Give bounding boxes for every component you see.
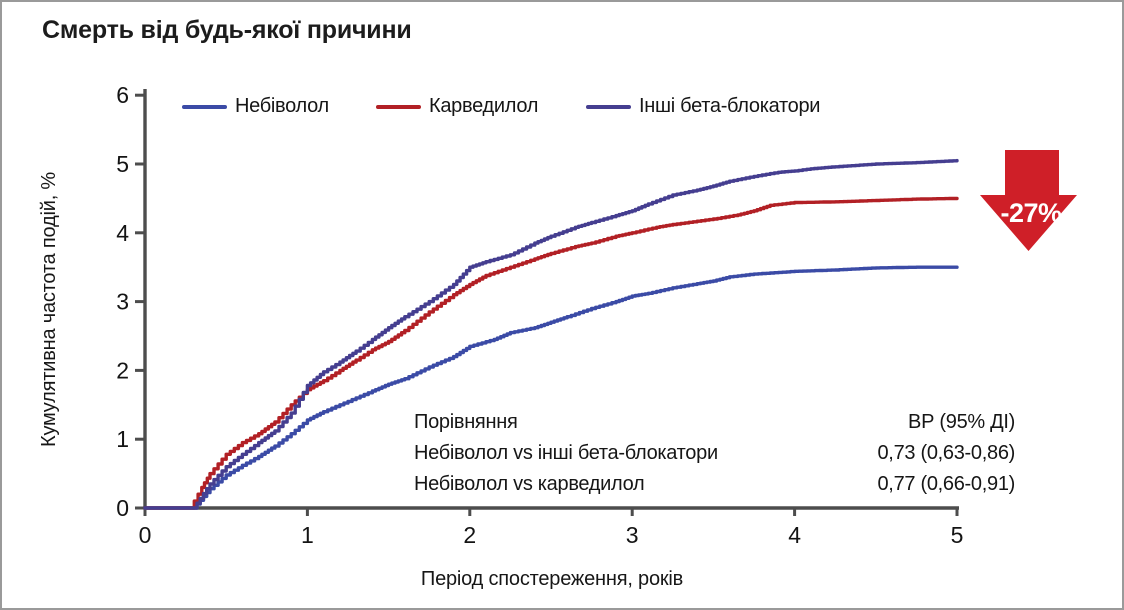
comparison-label: Небіволол vs карведилол bbox=[414, 473, 645, 495]
y-tick-label: 3 bbox=[116, 289, 129, 315]
x-tick-label: 3 bbox=[626, 522, 639, 548]
x-tick-label: 2 bbox=[463, 522, 476, 548]
x-tick-label: 4 bbox=[788, 522, 801, 548]
y-tick-label: 5 bbox=[116, 151, 129, 177]
carvedilol-line-swatch-icon bbox=[376, 104, 421, 109]
hr-ci-header: ВР (95% ДІ) bbox=[908, 411, 1015, 433]
hazard-ratio-row-carvedilol: Небіволол vs карведилол 0,77 (0,66-0,91) bbox=[414, 469, 1015, 500]
decrease-arrow-label: -27% bbox=[1000, 198, 1062, 228]
y-axis-title: Кумулятивна частота подій, % bbox=[38, 171, 60, 447]
hr-value: 0,77 (0,66-0,91) bbox=[877, 473, 1015, 495]
y-tick-label: 4 bbox=[116, 220, 129, 246]
nebivolol-line-swatch-icon bbox=[182, 104, 227, 109]
x-tick-label: 5 bbox=[951, 522, 964, 548]
curve-nebivolol bbox=[143, 265, 959, 510]
legend-item-other-beta-blockers: Інші бета-блокатори bbox=[586, 95, 820, 118]
y-tick-label: 6 bbox=[116, 82, 129, 108]
legend-label-nebivolol: Небіволол bbox=[235, 95, 329, 117]
legend-label-carvedilol: Карведилол bbox=[429, 95, 539, 117]
y-tick-label: 2 bbox=[116, 357, 129, 383]
hr-value: 0,73 (0,63-0,86) bbox=[877, 442, 1015, 464]
axes: 0 1 2 3 4 5 6 0 1 2 3 4 5 bbox=[116, 82, 963, 548]
y-tick-label: 0 bbox=[116, 495, 129, 521]
legend-item-carvedilol: Карведилол bbox=[376, 95, 538, 118]
comparison-header: Порівняння bbox=[414, 411, 518, 433]
other-beta-blockers-line-swatch-icon bbox=[586, 104, 631, 109]
legend-label-other-beta-blockers: Інші бета-блокатори bbox=[639, 95, 821, 117]
comparison-label: Небіволол vs інші бета-блокатори bbox=[414, 442, 718, 464]
chart-title: Смерть від будь-якої причини bbox=[42, 16, 412, 44]
legend-item-nebivolol: Небіволол bbox=[182, 95, 329, 118]
x-tick-label: 0 bbox=[139, 522, 152, 548]
x-tick-label: 1 bbox=[301, 522, 314, 548]
y-tick-label: 1 bbox=[116, 426, 129, 452]
data-series-curves bbox=[143, 158, 959, 510]
decrease-arrow-icon bbox=[980, 150, 1077, 251]
hazard-ratio-header-row: Порівняння ВР (95% ДІ) bbox=[414, 407, 1015, 438]
hazard-ratio-row-other-bb: Небіволол vs інші бета-блокатори 0,73 (0… bbox=[414, 438, 1015, 469]
curve-other-beta-blockers bbox=[143, 158, 959, 510]
x-axis-title: Період спостереження, років bbox=[420, 568, 684, 590]
hazard-ratio-table: Порівняння ВР (95% ДІ) Небіволол vs інші… bbox=[414, 407, 1015, 500]
